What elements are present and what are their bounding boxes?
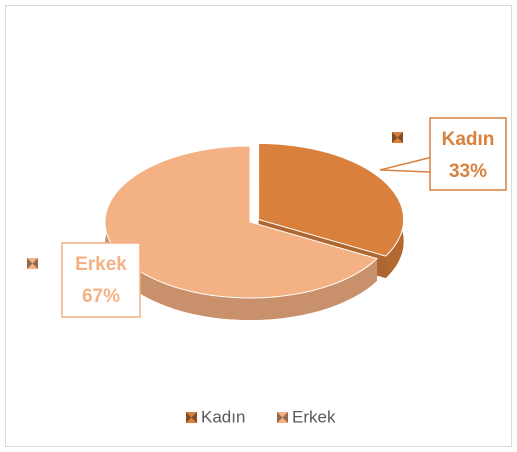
legend-key: [186, 412, 197, 423]
slice: [258, 142, 405, 257]
data-label-name: Kadın: [442, 129, 495, 150]
legend-key: [277, 412, 288, 423]
label-box: [429, 117, 507, 191]
label-box: [61, 242, 141, 318]
data-label-value: 67%: [82, 286, 120, 307]
label-callout: [379, 156, 431, 173]
legend-label: Kadın: [201, 407, 245, 426]
data-label-value: 33%: [449, 161, 487, 182]
label-key: [392, 132, 403, 143]
label-key: [27, 258, 38, 269]
data-label-name: Erkek: [75, 254, 127, 275]
legend-label: Erkek: [292, 407, 336, 426]
